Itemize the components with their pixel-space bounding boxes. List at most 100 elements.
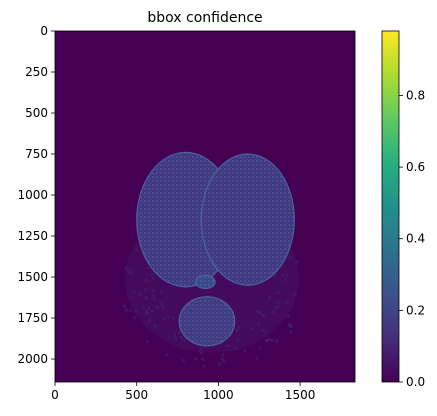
region-speck (293, 292, 297, 296)
region-speck (276, 291, 280, 295)
region-speck (285, 300, 289, 304)
region-speck (226, 344, 230, 348)
region-speck (150, 309, 154, 313)
region-speck (127, 270, 130, 274)
region-speck (243, 349, 247, 353)
colorbar-tick-label: 0.8 (406, 88, 425, 102)
region-speck (129, 272, 133, 276)
region-speck (220, 357, 224, 361)
heatmap-regions (122, 151, 299, 368)
plot-frame (54, 30, 356, 383)
region-speck (174, 336, 178, 340)
region-speck (234, 347, 238, 351)
region-speck (145, 278, 149, 282)
x-tick-label: 0 (51, 388, 59, 402)
region-speck (124, 267, 128, 271)
y-tick-label: 1750 (17, 311, 48, 325)
region-speck (162, 317, 166, 321)
region-speck (221, 353, 225, 357)
region-speck (261, 329, 265, 332)
region-speck (162, 305, 166, 309)
region-speck (134, 309, 138, 313)
y-tick-label: 500 (25, 106, 48, 120)
x-tick-label: 1500 (285, 388, 316, 402)
region-speck (153, 323, 157, 327)
region-speck (146, 311, 150, 315)
region-speck (182, 338, 186, 342)
region-speck (145, 340, 149, 344)
region-speck (201, 358, 205, 361)
region-speck (255, 356, 259, 360)
region-speck (145, 310, 149, 313)
region-speck (145, 296, 149, 300)
region-speck (262, 314, 266, 318)
region-speck (133, 315, 137, 319)
y-tick-label: 1250 (17, 229, 48, 243)
region-speck (178, 331, 182, 334)
region-speck (151, 276, 155, 280)
y-axis: 0 250 500 750 1000 1250 1500 1750 2000 (17, 24, 55, 366)
colorbar-tick-label: 0.6 (406, 160, 425, 174)
region-speck (258, 346, 262, 350)
region-speck (151, 293, 155, 297)
region-speck (257, 322, 260, 326)
region-speck (276, 305, 280, 309)
region-midline-cluster-texture (195, 275, 216, 289)
y-tick-label: 750 (25, 147, 48, 161)
region-speck (132, 289, 136, 293)
region-speck (258, 311, 261, 315)
region-speck (274, 306, 277, 310)
region-speck (146, 266, 150, 270)
region-speck (288, 256, 292, 260)
region-speck (281, 273, 285, 277)
region-speck (284, 278, 287, 282)
region-speck (128, 308, 132, 312)
region-speck (270, 338, 274, 342)
region-speck (198, 347, 202, 351)
region-speck (289, 325, 293, 328)
region-speck (256, 310, 260, 314)
region-speck (160, 302, 164, 306)
region-speck (275, 339, 279, 343)
y-tick-label: 1000 (17, 188, 48, 202)
region-speck (267, 337, 271, 341)
region-speck (199, 351, 203, 355)
region-speck (235, 328, 239, 332)
region-speck (141, 305, 145, 309)
region-speck (271, 310, 275, 314)
region-speck (146, 306, 150, 310)
region-speck (276, 301, 280, 305)
y-tick-label: 0 (40, 24, 48, 38)
x-tick-label: 500 (125, 388, 148, 402)
colorbar-tick-label: 0.0 (406, 375, 425, 389)
region-speck (265, 338, 269, 342)
colorbar-axis: 0.0 0.2 0.4 0.6 0.8 (399, 88, 425, 389)
region-speck (222, 360, 226, 364)
region-speck (143, 288, 147, 291)
region-right-hemisphere-outline (200, 153, 295, 286)
region-speck (218, 362, 221, 366)
x-axis: 0 500 1000 1500 (51, 382, 315, 402)
region-speck (295, 260, 299, 264)
chart-title: bbox confidence (147, 10, 262, 26)
x-tick-label: 1000 (203, 388, 234, 402)
y-tick-label: 1500 (17, 270, 48, 284)
y-tick-label: 250 (25, 65, 48, 79)
region-right-hemisphere-texture (201, 154, 295, 286)
region-speck (267, 296, 271, 300)
region-speck (237, 327, 241, 331)
region-speck (181, 359, 185, 362)
region-speck (179, 336, 183, 340)
region-speck (151, 289, 155, 293)
region-speck (124, 308, 128, 312)
region-midline-cluster-outline (194, 274, 216, 290)
region-speck (148, 319, 152, 322)
region-speck (237, 325, 241, 329)
region-brainstem-texture (179, 296, 235, 346)
region-speck (251, 327, 254, 331)
region-speck (122, 304, 126, 308)
region-speck (135, 248, 139, 252)
region-speck (159, 290, 163, 294)
region-speck (172, 316, 176, 320)
region-speck (285, 273, 289, 277)
